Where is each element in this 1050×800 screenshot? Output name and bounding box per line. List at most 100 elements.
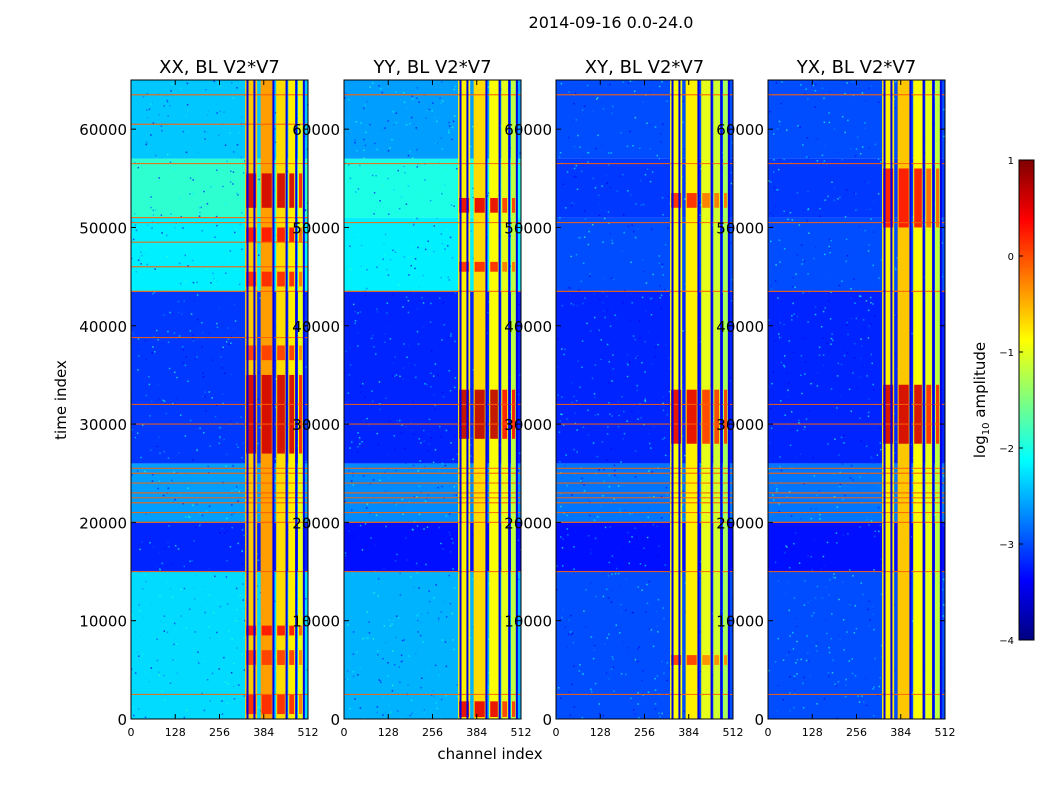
y-tick-label: 60000 <box>716 121 764 139</box>
x-tick-label: 0 <box>553 726 560 739</box>
hot-row-block <box>261 173 272 208</box>
hot-row-block <box>298 271 303 287</box>
y-tick-label: 30000 <box>504 416 552 434</box>
y-tick-label: 20000 <box>79 514 127 532</box>
hot-row-block <box>261 374 272 454</box>
hot-row-block <box>474 389 485 439</box>
hot-row-block <box>277 694 285 715</box>
panel-2: XY, BL V2*V7 0 128 256 384 512 0 10000 20000 3000… <box>504 57 743 739</box>
hot-row-block <box>502 389 508 439</box>
heatmap-image <box>131 80 308 719</box>
hot-row-block <box>926 384 932 444</box>
colorbar: 1 0 −1 −2 −3 −4 log10 amplitude <box>971 156 1035 647</box>
y-tick-label: 60000 <box>292 121 340 139</box>
hot-row-block <box>277 173 285 208</box>
hot-row-block <box>714 193 720 208</box>
hot-row-block <box>298 345 303 361</box>
panels: XX, BL V2*V7 0 128 256 384 512 0 10000 20000 3000… <box>79 57 955 739</box>
hot-row-block <box>459 701 470 718</box>
x-tick-label: 128 <box>378 726 399 739</box>
y-tick-label: 0 <box>330 711 340 729</box>
panel-1: YY, BL V2*V7 0 128 256 384 512 0 10000 20000 3000… <box>292 57 531 739</box>
hot-row-block <box>935 168 940 228</box>
hot-row-block <box>246 271 257 287</box>
y-tick-label: 60000 <box>504 121 552 139</box>
y-tick-label: 40000 <box>504 318 552 336</box>
hot-row-block <box>261 271 272 287</box>
hot-row-block <box>277 650 285 665</box>
hot-row-block <box>686 389 697 444</box>
hot-row-block <box>474 197 485 213</box>
hot-row-block <box>490 261 498 272</box>
x-tick-label: 0 <box>765 726 772 739</box>
heatmap-image <box>768 80 945 719</box>
hot-row-block <box>246 650 257 665</box>
x-tick-label: 384 <box>890 726 911 739</box>
hot-row-block <box>474 261 485 272</box>
x-tick-label: 256 <box>634 726 655 739</box>
panel-title: YX, BL V2*V7 <box>796 57 916 78</box>
hot-row-block <box>511 261 516 272</box>
hot-row-block <box>490 701 498 718</box>
hot-row-block <box>671 389 682 444</box>
hot-row-block <box>261 694 272 715</box>
colorbar-tick-label: 0 <box>1008 252 1014 263</box>
hot-row-block <box>702 193 710 208</box>
hot-row-block <box>459 389 470 439</box>
y-tick-label: 20000 <box>716 514 764 532</box>
hot-row-block <box>714 655 720 665</box>
x-tick-label: 128 <box>590 726 611 739</box>
hot-row-block <box>289 227 295 243</box>
hot-row-block <box>686 193 697 208</box>
hot-row-block <box>671 655 682 665</box>
hot-row-block <box>298 650 303 665</box>
x-tick-label: 512 <box>298 726 319 739</box>
y-tick-label: 40000 <box>79 318 127 336</box>
hot-row-block <box>511 197 516 213</box>
hot-row-block <box>883 168 894 228</box>
y-tick-label: 50000 <box>292 219 340 237</box>
y-tick-label: 40000 <box>292 318 340 336</box>
figure-suptitle: 2014-09-16 0.0-24.0 <box>529 13 694 32</box>
colorbar-label: log10 amplitude <box>971 342 992 458</box>
colorbar-tick-label: −1 <box>999 348 1014 359</box>
hot-row-block <box>474 701 485 718</box>
x-tick-label: 128 <box>165 726 186 739</box>
hot-row-block <box>702 655 710 665</box>
y-tick-label: 30000 <box>292 416 340 434</box>
y-tick-label: 40000 <box>716 318 764 336</box>
hot-row-block <box>935 384 940 444</box>
hot-row-block <box>277 374 285 454</box>
y-tick-label: 0 <box>542 711 552 729</box>
panel-title: XX, BL V2*V7 <box>159 57 280 78</box>
x-axis-label: channel index <box>437 745 542 763</box>
x-tick-label: 512 <box>511 726 532 739</box>
y-tick-label: 50000 <box>716 219 764 237</box>
y-tick-label: 0 <box>754 711 764 729</box>
hot-row-block <box>277 625 285 636</box>
x-tick-label: 128 <box>802 726 823 739</box>
hot-row-block <box>246 694 257 715</box>
hot-row-block <box>459 197 470 213</box>
hot-row-block <box>723 389 728 444</box>
y-tick-label: 10000 <box>79 613 127 631</box>
hot-row-block <box>261 650 272 665</box>
colorbar-tick-label: −2 <box>999 444 1014 455</box>
y-tick-label: 10000 <box>292 613 340 631</box>
hot-row-block <box>298 173 303 208</box>
hot-row-block <box>686 655 697 665</box>
hot-row-block <box>914 384 922 444</box>
hot-row-block <box>289 173 295 208</box>
hot-row-block <box>246 345 257 361</box>
y-axis-label: time index <box>52 360 70 440</box>
hot-row-block <box>289 650 295 665</box>
hot-row-block <box>277 227 285 243</box>
hot-row-block <box>883 384 894 444</box>
hot-row-block <box>246 173 257 208</box>
x-tick-label: 512 <box>723 726 744 739</box>
hot-row-block <box>459 261 470 272</box>
hot-row-block <box>702 389 710 444</box>
hot-row-block <box>246 374 257 454</box>
hot-row-block <box>914 168 922 228</box>
hot-row-block <box>289 625 295 636</box>
